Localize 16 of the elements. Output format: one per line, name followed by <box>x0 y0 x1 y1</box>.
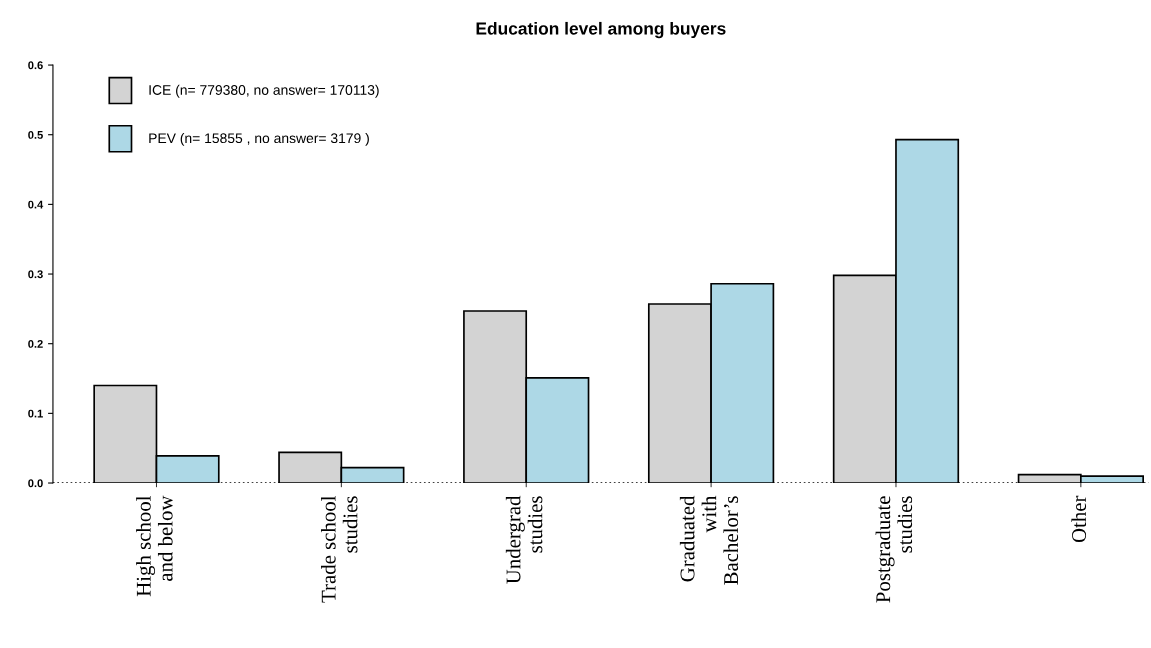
x-tick-label: High school and below <box>136 495 173 597</box>
x-tick-label: Other <box>1071 495 1087 543</box>
x-tick-label: Graduated with Bachelor’s <box>679 495 739 585</box>
y-tick-label: 0.0 <box>28 479 43 488</box>
y-tick-label: 0.6 <box>28 61 43 70</box>
x-tick-label: Postgraduate studies <box>875 496 913 603</box>
legend-label: PEV (n= 15855 , no answer= 3179 ) <box>149 132 369 146</box>
y-tick-label: 0.1 <box>28 409 43 418</box>
chart-title: Education level among buyers <box>476 21 726 39</box>
y-tick-label: 0.3 <box>28 270 43 279</box>
legend-label: ICE (n= 779380, no answer= 170113) <box>149 84 379 98</box>
y-tick-label: 0.4 <box>28 200 44 209</box>
x-tick-label: Trade school studies <box>321 495 358 603</box>
y-tick-label: 0.2 <box>28 339 43 348</box>
x-tick-label: Undergrad studies <box>505 495 543 584</box>
y-tick-label: 0.5 <box>28 130 43 139</box>
